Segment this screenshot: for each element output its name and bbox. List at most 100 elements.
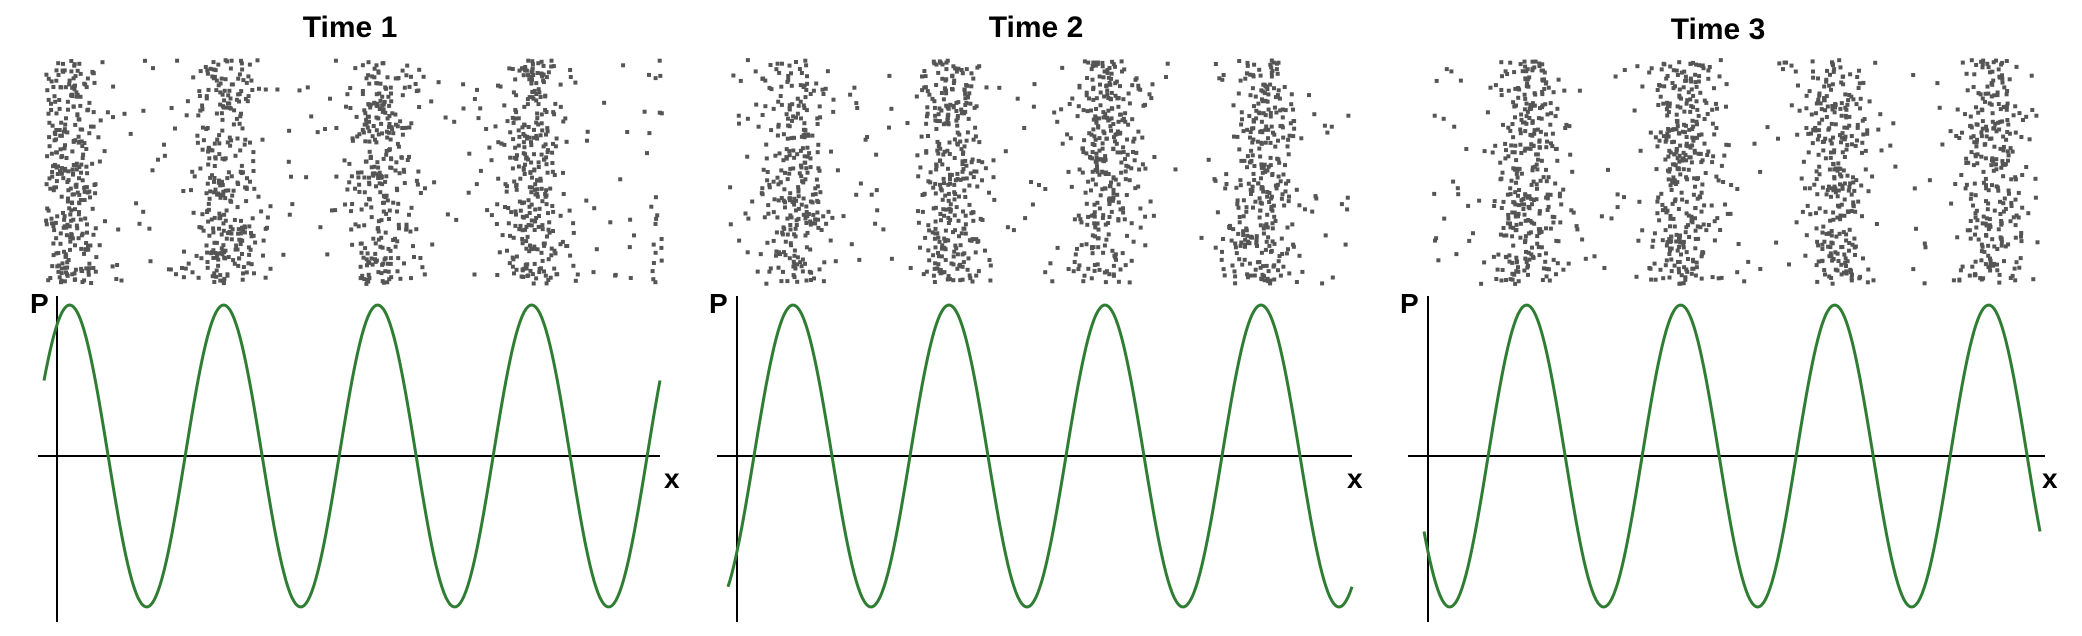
air-particle bbox=[376, 270, 381, 275]
air-particle bbox=[763, 78, 768, 83]
air-particle bbox=[215, 192, 220, 197]
air-particle bbox=[365, 251, 370, 256]
air-particle bbox=[1719, 163, 1724, 168]
air-particle bbox=[151, 66, 155, 71]
air-particle bbox=[1508, 277, 1513, 282]
air-particle bbox=[63, 85, 68, 90]
air-particle bbox=[787, 103, 792, 108]
air-particle bbox=[518, 208, 523, 213]
air-particle bbox=[738, 78, 743, 83]
air-particle bbox=[240, 228, 245, 233]
air-particle bbox=[1688, 109, 1693, 114]
air-particle bbox=[54, 179, 59, 184]
air-particle bbox=[1992, 261, 1996, 266]
air-particle bbox=[1999, 239, 2004, 244]
air-particle bbox=[550, 169, 555, 174]
air-particle bbox=[452, 119, 457, 124]
air-particle bbox=[1240, 262, 1245, 267]
air-particle bbox=[963, 222, 968, 227]
air-particle bbox=[253, 240, 258, 245]
air-particle bbox=[231, 188, 236, 193]
air-particle bbox=[1922, 281, 1927, 286]
air-particle bbox=[384, 152, 389, 157]
air-particle bbox=[48, 186, 53, 191]
air-particle bbox=[1824, 77, 1829, 82]
air-particle bbox=[1271, 264, 1276, 269]
air-particle bbox=[1980, 96, 1985, 101]
air-particle bbox=[234, 97, 239, 102]
air-particle bbox=[1530, 101, 1535, 106]
air-particle bbox=[1116, 119, 1121, 124]
air-particle bbox=[1974, 140, 1979, 145]
air-particle bbox=[1670, 180, 1675, 185]
air-particle bbox=[1279, 123, 1284, 128]
air-particle bbox=[1490, 150, 1495, 155]
air-particle bbox=[1257, 196, 1262, 201]
air-particle bbox=[1836, 259, 1841, 263]
air-particle bbox=[1714, 101, 1718, 106]
air-particle bbox=[1693, 216, 1697, 221]
air-particle bbox=[229, 58, 234, 63]
air-particle bbox=[805, 154, 810, 159]
air-particle bbox=[527, 135, 532, 140]
air-particle bbox=[1111, 196, 1116, 201]
air-particle bbox=[1510, 234, 1515, 239]
air-particle bbox=[214, 88, 219, 93]
air-particle bbox=[924, 269, 929, 274]
air-particle bbox=[1635, 64, 1640, 69]
air-particle bbox=[783, 253, 788, 258]
air-particle bbox=[70, 149, 75, 154]
air-particle bbox=[1092, 263, 1097, 267]
air-particle bbox=[1557, 194, 1562, 199]
air-particle bbox=[508, 130, 513, 135]
air-particle bbox=[86, 269, 91, 274]
air-particle bbox=[1485, 110, 1490, 115]
air-particle bbox=[1818, 101, 1823, 106]
air-particle bbox=[938, 271, 943, 276]
air-particle bbox=[534, 98, 539, 103]
air-particle bbox=[1546, 204, 1551, 209]
air-particle bbox=[920, 209, 925, 214]
air-particle bbox=[1276, 268, 1280, 273]
air-particle bbox=[1068, 136, 1073, 141]
air-particle bbox=[1543, 102, 1548, 107]
air-particle bbox=[813, 217, 818, 222]
air-particle bbox=[1833, 105, 1837, 110]
air-particle bbox=[1283, 163, 1287, 168]
air-particle bbox=[777, 70, 782, 75]
air-particle bbox=[66, 188, 71, 193]
air-particle bbox=[377, 107, 382, 111]
air-particle bbox=[350, 202, 355, 206]
air-particle bbox=[1241, 229, 1246, 234]
air-particle bbox=[72, 271, 77, 276]
air-particle bbox=[1291, 242, 1296, 247]
air-particle bbox=[214, 78, 219, 83]
air-particle bbox=[1688, 61, 1693, 66]
air-particle bbox=[1239, 122, 1244, 127]
air-particle bbox=[208, 189, 213, 194]
air-particle bbox=[1106, 232, 1111, 237]
air-particle bbox=[1097, 148, 1102, 153]
air-particle bbox=[2013, 130, 2018, 135]
air-particle bbox=[181, 275, 186, 280]
air-particle bbox=[625, 130, 630, 134]
air-particle bbox=[400, 68, 405, 73]
air-particle bbox=[1143, 214, 1148, 219]
air-particle bbox=[914, 94, 919, 99]
air-particle bbox=[546, 278, 551, 282]
air-particle bbox=[1690, 135, 1695, 140]
air-particle bbox=[807, 151, 812, 156]
air-particle bbox=[1458, 78, 1463, 83]
air-particle bbox=[1820, 117, 1825, 122]
air-particle bbox=[77, 210, 81, 215]
air-particle bbox=[1841, 82, 1846, 87]
air-particle bbox=[1256, 181, 1261, 186]
air-particle bbox=[78, 217, 83, 222]
air-particle bbox=[1091, 127, 1096, 132]
air-particle bbox=[1523, 193, 1528, 198]
air-particle bbox=[1081, 108, 1086, 113]
air-particle bbox=[788, 213, 793, 218]
air-particle bbox=[89, 281, 94, 285]
air-particle bbox=[220, 179, 224, 184]
air-particle bbox=[1837, 204, 1842, 209]
